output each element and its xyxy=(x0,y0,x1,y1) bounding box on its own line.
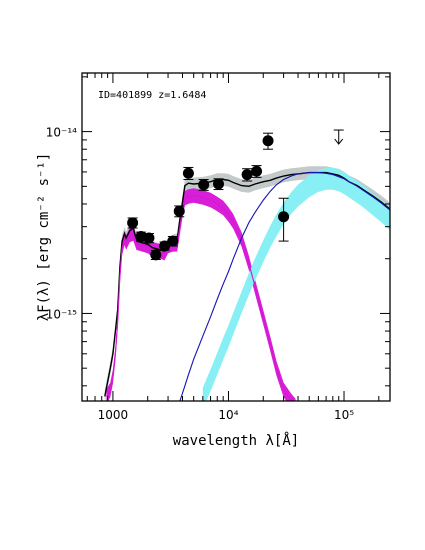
data-point xyxy=(173,205,185,217)
data-point xyxy=(198,179,210,191)
data-point xyxy=(127,217,139,229)
model-bands xyxy=(104,166,390,401)
data-point xyxy=(213,178,225,190)
upper-limits xyxy=(333,129,344,145)
data-point xyxy=(241,169,253,181)
agn-band-band xyxy=(202,167,390,401)
data-point xyxy=(150,249,162,261)
y-tick-label: 10⁻¹⁵ xyxy=(46,307,77,321)
y-tick-label: 10⁻¹⁴ xyxy=(46,126,77,140)
x-tick-label: 10⁴ xyxy=(218,408,238,422)
data-point xyxy=(278,211,290,223)
data-point xyxy=(143,232,155,244)
data-point xyxy=(182,167,194,179)
agn-component-line xyxy=(179,172,390,401)
data-point xyxy=(262,135,274,147)
plot-frame xyxy=(81,72,391,402)
x-tick-label: 10⁵ xyxy=(334,408,354,422)
chart-annotation: ID=401899 z=1.6484 xyxy=(98,90,206,101)
observed-points xyxy=(127,132,290,261)
data-point xyxy=(167,235,179,247)
upper-limit-arrow xyxy=(334,138,344,145)
stellar-component-line xyxy=(106,194,293,401)
data-point xyxy=(251,165,263,177)
x-axis-title: wavelength λ[Å] xyxy=(173,432,299,449)
x-tick-label: 1000 xyxy=(98,408,129,422)
axis-tick-labels: 1000 10⁴ 10⁵ 10⁻¹⁵ 10⁻¹⁴ xyxy=(46,126,354,422)
y-axis-title: λF(λ) [erg cm⁻² s⁻¹] xyxy=(36,153,52,322)
axis-ticks xyxy=(82,73,390,401)
data-point xyxy=(159,240,171,252)
